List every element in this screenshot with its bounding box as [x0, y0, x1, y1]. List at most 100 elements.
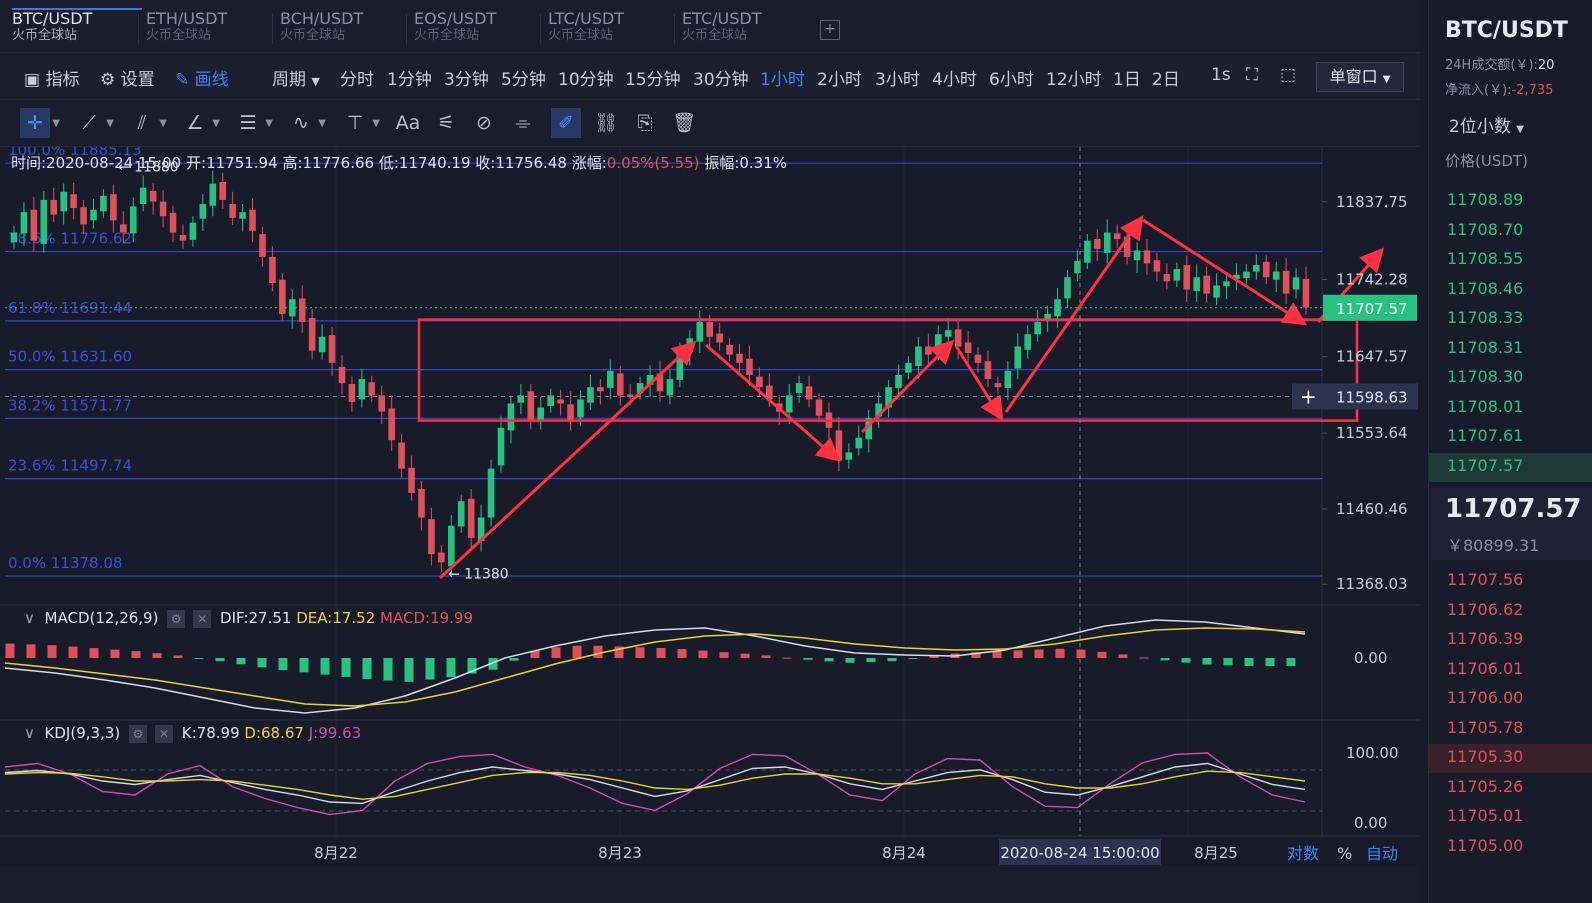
period-0[interactable]: 分时: [340, 70, 374, 90]
tab-eos-usdt[interactable]: EOS/USDT 火币全球站: [414, 10, 544, 50]
candle-body: [616, 373, 624, 396]
period-9[interactable]: 3小时: [875, 70, 920, 90]
magnet-tool-icon[interactable]: ⊘: [476, 112, 492, 134]
draw-label: 画线: [194, 70, 229, 90]
draw-button[interactable]: ✎ 画线: [175, 65, 229, 90]
bid-price[interactable]: 11705.78: [1447, 717, 1524, 737]
window-mode-dropdown[interactable]: 单窗口 ▼: [1316, 62, 1404, 92]
crosshair-tool-icon[interactable]: ✛ ▼: [20, 108, 60, 138]
macd-bar: [383, 658, 393, 681]
period-13[interactable]: 1日: [1113, 70, 1141, 90]
log-scale-toggle[interactable]: 对数: [1287, 844, 1319, 863]
measure-tool-icon[interactable]: ⊤ ▼: [346, 112, 380, 134]
fullscreen-icon[interactable]: ⛶: [1246, 65, 1258, 85]
bid-price[interactable]: 11706.62: [1447, 599, 1524, 619]
tab-ltc-usdt[interactable]: LTC/USDT 火币全球站: [548, 10, 678, 50]
add-tab-button[interactable]: +: [820, 20, 840, 40]
period-3[interactable]: 5分钟: [501, 70, 546, 90]
keep-drawing-tool-icon[interactable]: ✐: [551, 108, 581, 138]
tab-btc-usdt[interactable]: BTC/USDT 火币全球站: [12, 8, 142, 50]
indicators-button[interactable]: ▣ 指标: [24, 65, 79, 90]
candle-body: [597, 387, 604, 392]
ask-price[interactable]: 11708.89: [1447, 190, 1524, 209]
decimals-dropdown[interactable]: 2位小数 ▼: [1449, 112, 1524, 137]
macd-bar: [656, 647, 666, 658]
bid-price[interactable]: 11705.26: [1447, 776, 1524, 796]
kdj-y-tick: 100.00: [1346, 744, 1399, 762]
auto-scale-toggle[interactable]: 自动: [1366, 844, 1398, 863]
tab-etc-usdt[interactable]: ETC/USDT 火币全球站: [682, 10, 812, 50]
period-5[interactable]: 15分钟: [625, 70, 681, 90]
text-tool-icon[interactable]: Aa: [395, 112, 421, 134]
parallel-line-tool-icon[interactable]: ⫽ ▼: [137, 112, 167, 134]
period-dropdown[interactable]: 周期 ▼: [272, 65, 320, 90]
bid-price[interactable]: 11705.00: [1447, 835, 1524, 855]
bid-price[interactable]: 11706.01: [1447, 658, 1524, 678]
horizontal-lines-tool-icon[interactable]: ☰ ▼: [239, 112, 273, 134]
tab-bch-usdt[interactable]: BCH/USDT 火币全球站: [280, 10, 410, 50]
close-icon[interactable]: ✕: [155, 724, 173, 743]
wave-tool-icon[interactable]: ∿ ▼: [293, 112, 326, 134]
macd-bar: [1160, 658, 1170, 661]
period-11[interactable]: 6小时: [989, 70, 1034, 90]
period-1[interactable]: 1分钟: [387, 70, 432, 90]
bid-price[interactable]: 11705.30: [1447, 747, 1524, 766]
candle-body: [805, 386, 813, 400]
angle-tool-icon[interactable]: ∠ ▼: [186, 112, 220, 134]
candle-body: [1074, 261, 1081, 274]
ask-price[interactable]: 11708.55: [1447, 249, 1524, 268]
fib-tool-icon[interactable]: ⚟: [437, 112, 455, 134]
candle-body: [1064, 277, 1071, 299]
period-14[interactable]: 2日: [1152, 70, 1180, 90]
bid-price[interactable]: 11705.01: [1447, 806, 1524, 825]
bid-price[interactable]: 11706.00: [1447, 688, 1524, 707]
ask-price[interactable]: 11708.30: [1447, 367, 1524, 386]
candle-body: [925, 346, 932, 355]
ask-price[interactable]: 11708.46: [1447, 278, 1524, 298]
lock-tool-icon[interactable]: ⛓: [593, 112, 619, 134]
macd-bar: [215, 658, 225, 662]
candle-body: [785, 395, 793, 413]
period-8[interactable]: 2小时: [817, 70, 862, 90]
candle-body: [626, 394, 634, 397]
refresh-interval[interactable]: 1s: [1211, 65, 1231, 85]
ask-price[interactable]: 11708.70: [1447, 219, 1524, 239]
collapse-icon[interactable]: ∨: [24, 724, 35, 742]
tab-eth-usdt[interactable]: ETH/USDT 火币全球站: [146, 10, 276, 50]
period-12[interactable]: 12小时: [1046, 70, 1102, 90]
screenshot-icon[interactable]: ⬚: [1280, 65, 1297, 85]
trend-line-tool-icon[interactable]: ⟋ ▼: [82, 112, 114, 134]
candle-body: [994, 383, 1002, 388]
candle-body: [696, 322, 704, 342]
period-10[interactable]: 4小时: [932, 70, 977, 90]
y-tick-label: 11742.28: [1336, 271, 1408, 289]
ask-price[interactable]: 11708.31: [1447, 337, 1524, 357]
macd-bar: [740, 653, 750, 658]
ruler-tool-icon[interactable]: ⌯: [515, 112, 531, 134]
settings-button[interactable]: ⚙ 设置: [100, 65, 155, 90]
ask-price[interactable]: 11708.33: [1447, 308, 1524, 327]
hide-tool-icon[interactable]: ⎘: [637, 112, 653, 134]
bid-price[interactable]: 11707.56: [1447, 570, 1524, 589]
ask-price[interactable]: 11708.01: [1447, 396, 1524, 416]
macd-bar: [1076, 649, 1086, 658]
percent-toggle[interactable]: %: [1337, 844, 1352, 863]
period-6[interactable]: 30分钟: [693, 70, 749, 90]
candle-body: [398, 442, 405, 469]
candle-body: [706, 322, 713, 337]
gear-icon[interactable]: ⚙: [167, 609, 186, 628]
ask-price[interactable]: 11707.61: [1447, 426, 1524, 445]
ask-price[interactable]: 11707.57: [1447, 455, 1524, 475]
macd-bar: [551, 647, 561, 658]
period-4[interactable]: 10分钟: [558, 70, 614, 90]
bid-price[interactable]: 11706.39: [1447, 629, 1524, 648]
period-2[interactable]: 3分钟: [444, 70, 489, 90]
close-icon[interactable]: ✕: [193, 609, 212, 628]
collapse-icon[interactable]: ∨: [24, 609, 35, 627]
gear-icon[interactable]: ⚙: [129, 724, 147, 743]
trash-icon[interactable]: 🗑: [671, 112, 697, 134]
kdj-d-line: [4, 770, 1306, 800]
y-tick-label: 11647.57: [1336, 348, 1408, 366]
period-7[interactable]: 1小时: [760, 70, 805, 90]
